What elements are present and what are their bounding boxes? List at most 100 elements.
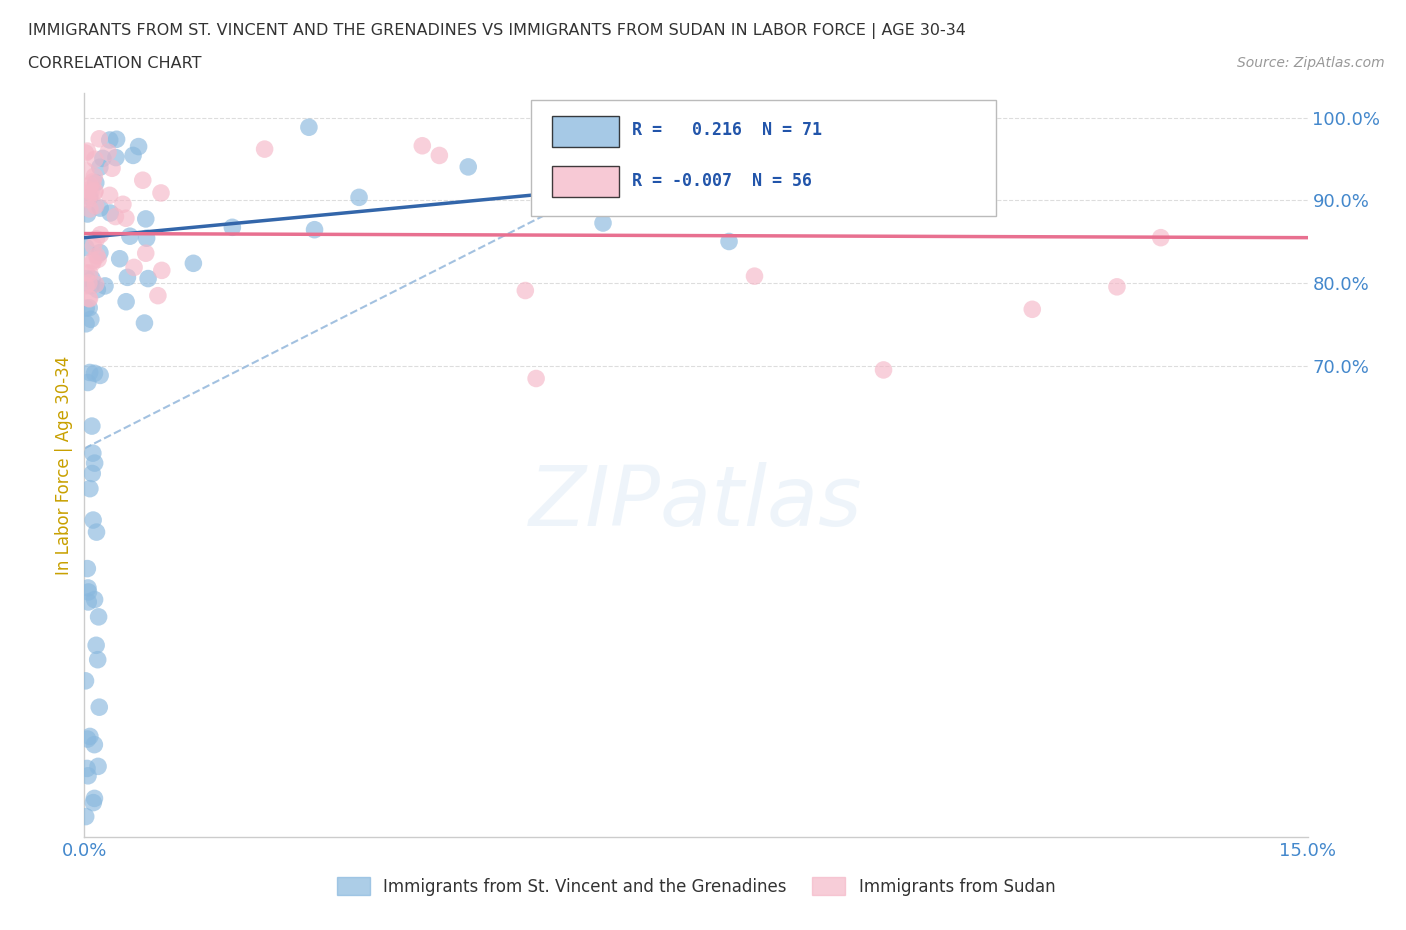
- Point: [77, 585, 100, 600]
- Point: [94, 278, 117, 293]
- Point: [75, 186, 97, 201]
- Point: [86, 232, 108, 246]
- Point: [83, 790, 105, 805]
- Point: [82, 175, 104, 190]
- Point: [624, 116, 647, 131]
- Point: [76, 761, 98, 776]
- Point: [716, 145, 738, 160]
- Point: [76, 206, 98, 221]
- Point: [304, 222, 326, 237]
- Point: [82, 795, 104, 810]
- Point: [98, 188, 121, 203]
- Point: [80, 272, 103, 286]
- Point: [146, 288, 169, 303]
- Point: [80, 312, 103, 326]
- Point: [84, 277, 107, 292]
- Point: [89, 246, 111, 260]
- Point: [82, 238, 104, 253]
- Point: [75, 240, 97, 255]
- Point: [76, 732, 98, 747]
- Point: [122, 260, 145, 275]
- Point: [135, 211, 157, 226]
- Point: [115, 211, 138, 226]
- Point: [718, 234, 741, 249]
- Point: [89, 368, 111, 383]
- Point: [104, 150, 127, 165]
- Point: [98, 206, 121, 220]
- Point: [134, 315, 156, 330]
- Point: [75, 146, 97, 161]
- Point: [83, 169, 105, 184]
- Point: [86, 525, 108, 539]
- Point: [89, 201, 111, 216]
- Point: [1105, 279, 1128, 294]
- Point: [79, 481, 101, 496]
- Point: [82, 512, 104, 527]
- Point: [609, 115, 631, 130]
- Text: R =   0.216  N = 71: R = 0.216 N = 71: [633, 121, 823, 140]
- Point: [150, 263, 173, 278]
- Legend: Immigrants from St. Vincent and the Grenadines, Immigrants from Sudan: Immigrants from St. Vincent and the Gren…: [337, 878, 1054, 896]
- Point: [118, 229, 141, 244]
- Point: [86, 248, 108, 263]
- Point: [115, 294, 138, 309]
- FancyBboxPatch shape: [551, 166, 619, 197]
- Point: [79, 178, 101, 193]
- Point: [83, 365, 105, 380]
- Point: [76, 271, 98, 286]
- Point: [132, 173, 155, 188]
- Point: [105, 132, 128, 147]
- Point: [104, 209, 127, 224]
- Point: [79, 291, 101, 306]
- Point: [855, 136, 877, 151]
- Point: [84, 176, 107, 191]
- Point: [75, 300, 97, 315]
- Text: Source: ZipAtlas.com: Source: ZipAtlas.com: [1237, 56, 1385, 70]
- Point: [91, 151, 114, 166]
- Point: [98, 133, 121, 148]
- Point: [76, 265, 98, 280]
- Point: [108, 251, 131, 266]
- Point: [82, 255, 104, 270]
- Point: [89, 131, 111, 146]
- Point: [82, 466, 104, 481]
- Point: [87, 252, 110, 267]
- Point: [221, 219, 243, 234]
- Point: [76, 143, 98, 158]
- Point: [79, 266, 101, 281]
- Point: [298, 120, 321, 135]
- FancyBboxPatch shape: [531, 100, 995, 216]
- Point: [75, 316, 97, 331]
- Point: [825, 135, 848, 150]
- Point: [83, 737, 105, 752]
- Point: [77, 182, 100, 197]
- Point: [122, 148, 145, 163]
- Point: [75, 673, 97, 688]
- Point: [592, 216, 614, 231]
- Point: [77, 580, 100, 595]
- Point: [89, 160, 111, 175]
- Point: [82, 253, 104, 268]
- Point: [411, 139, 433, 153]
- Point: [80, 184, 103, 199]
- Point: [77, 300, 100, 315]
- Y-axis label: In Labor Force | Age 30-34: In Labor Force | Age 30-34: [55, 355, 73, 575]
- Point: [136, 272, 159, 286]
- Point: [80, 278, 103, 293]
- Point: [83, 185, 105, 200]
- Point: [457, 159, 479, 174]
- Point: [75, 809, 97, 824]
- Point: [77, 275, 100, 290]
- Point: [86, 282, 108, 297]
- Point: [128, 140, 150, 154]
- Point: [427, 148, 450, 163]
- Point: [79, 365, 101, 380]
- Point: [89, 227, 111, 242]
- Point: [77, 192, 100, 206]
- Point: [79, 190, 101, 205]
- Text: CORRELATION CHART: CORRELATION CHART: [28, 56, 201, 71]
- Point: [79, 729, 101, 744]
- Point: [524, 371, 547, 386]
- Point: [77, 768, 100, 783]
- Point: [924, 164, 946, 179]
